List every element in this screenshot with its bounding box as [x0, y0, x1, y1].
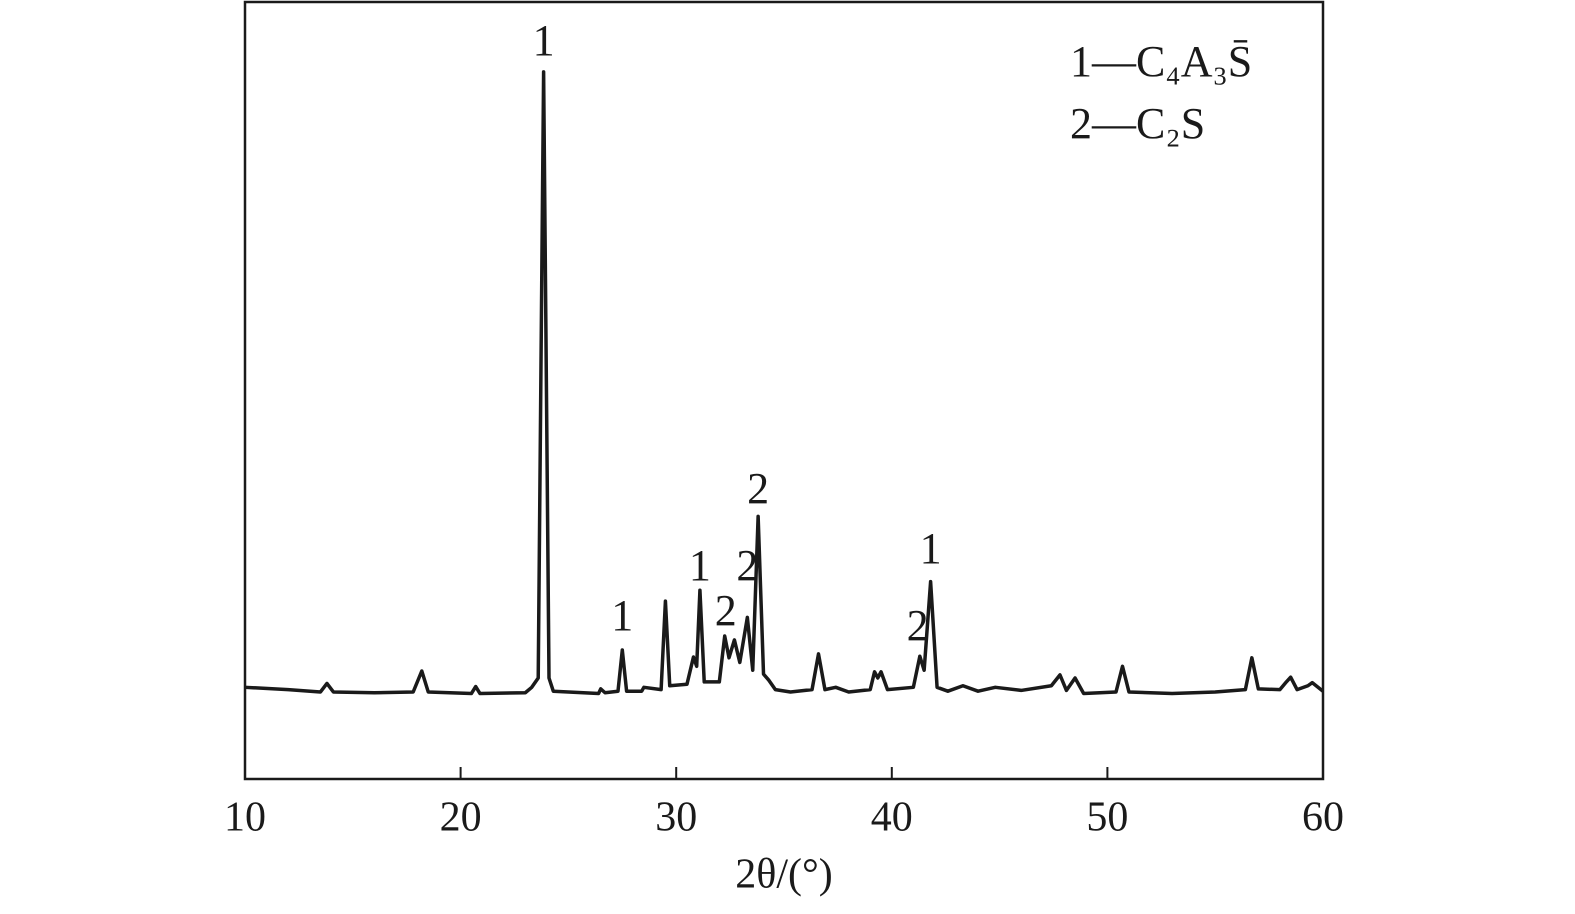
xrd-line: [244, 70, 1325, 696]
plot-frame: [243, 0, 1325, 781]
x-tick-label: 10: [224, 795, 266, 841]
legend-entry: 2—C₂S: [1070, 99, 1205, 148]
peak-label: 1: [920, 524, 942, 573]
legend-entry: 1—C₄A₃S̄: [1070, 37, 1252, 86]
x-tick-label: 30: [655, 795, 697, 841]
x-tick-label: 60: [1302, 795, 1344, 841]
peak-label: 2: [715, 586, 737, 635]
x-axis-label: 2θ/(°): [735, 852, 833, 898]
peak-label: 2: [747, 464, 769, 513]
peak-label: 1: [611, 591, 633, 640]
x-tick-label: 40: [871, 795, 913, 841]
peak-label: 2: [736, 541, 758, 590]
x-tick-label: 50: [1086, 795, 1128, 841]
x-tick-label: 20: [440, 795, 482, 841]
peak-label: 1: [533, 16, 555, 65]
peak-label: 2: [907, 601, 929, 650]
peak-label: 1: [689, 541, 711, 590]
